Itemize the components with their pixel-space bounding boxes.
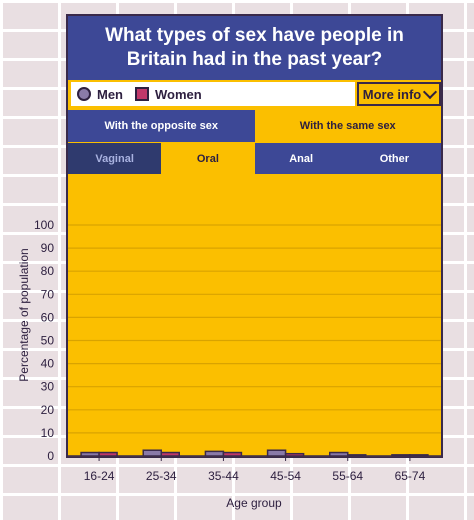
- y-tick-label: 50: [41, 334, 55, 348]
- bar-women: [409, 454, 429, 457]
- bar-men: [142, 449, 162, 457]
- y-tick-label: 100: [34, 218, 54, 232]
- type-tabs: Vaginal Oral Anal Other: [68, 143, 441, 174]
- men-swatch-icon: [77, 87, 91, 101]
- bar-women: [98, 451, 118, 457]
- y-tick-label: 40: [41, 357, 55, 371]
- y-tick-label: 20: [41, 403, 55, 417]
- partner-tabs: With the opposite sex With the same sex: [68, 110, 441, 142]
- women-swatch-icon: [135, 87, 149, 101]
- x-tick-label: 35-44: [208, 469, 239, 483]
- legend-women[interactable]: Women: [135, 87, 202, 102]
- tab-anal[interactable]: Anal: [254, 143, 348, 174]
- legend: Men Women: [71, 82, 355, 106]
- legend-women-label: Women: [155, 86, 202, 102]
- y-tick-label: 0: [47, 449, 54, 463]
- chart-panel: What types of sex have people in Britain…: [66, 14, 443, 458]
- tab-same-sex[interactable]: With the same sex: [254, 110, 441, 142]
- x-tick-label: 55-64: [332, 469, 363, 483]
- x-tick-label: 16-24: [84, 469, 115, 483]
- tab-other[interactable]: Other: [347, 143, 441, 174]
- x-tick-label: 25-34: [146, 469, 177, 483]
- bar-men: [329, 451, 349, 457]
- more-info-label: More info: [362, 86, 422, 102]
- tab-oral[interactable]: Oral: [161, 143, 255, 174]
- tab-vaginal[interactable]: Vaginal: [68, 143, 162, 174]
- y-tick-label: 80: [41, 264, 55, 278]
- y-tick-label: 10: [41, 426, 55, 440]
- y-tick-label: 70: [41, 287, 55, 301]
- y-tick-label: 90: [41, 241, 55, 255]
- bar-women: [347, 454, 367, 457]
- bar-men: [391, 454, 411, 457]
- more-info-button[interactable]: More info: [357, 82, 441, 106]
- x-tick-label: 45-54: [270, 469, 301, 483]
- x-tick-label: 65-74: [395, 469, 426, 483]
- legend-men[interactable]: Men: [77, 87, 123, 102]
- legend-men-label: Men: [97, 86, 123, 102]
- bar-men: [266, 449, 287, 457]
- x-axis-title: Age group: [226, 496, 282, 510]
- bar-women: [160, 451, 180, 457]
- y-axis-title: Percentage of population: [17, 248, 31, 381]
- legend-bar: Men Women More info: [68, 80, 441, 108]
- bar-women: [284, 452, 305, 457]
- y-tick-label: 30: [41, 380, 55, 394]
- y-tick-label: 60: [41, 310, 55, 324]
- bar-men: [204, 450, 225, 457]
- tab-opposite-sex[interactable]: With the opposite sex: [68, 110, 255, 142]
- chart-title: What types of sex have people in Britain…: [68, 16, 441, 80]
- bar-women: [222, 451, 243, 457]
- bar-men: [80, 451, 100, 457]
